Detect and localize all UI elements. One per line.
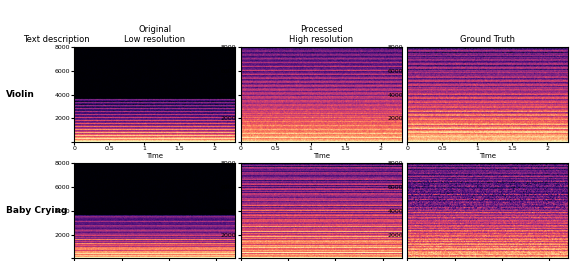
Text: Ground Truth: Ground Truth	[460, 35, 515, 44]
Text: Baby Crying: Baby Crying	[6, 206, 67, 215]
X-axis label: Time: Time	[313, 153, 329, 159]
Y-axis label: Hz: Hz	[215, 208, 224, 214]
Text: Violin: Violin	[6, 90, 35, 99]
X-axis label: Time: Time	[479, 153, 496, 159]
Text: Original
Low resolution: Original Low resolution	[124, 25, 185, 44]
Text: Text description: Text description	[23, 35, 90, 44]
Y-axis label: Hz: Hz	[215, 92, 224, 98]
X-axis label: Time: Time	[146, 153, 163, 159]
Text: Processed
High resolution: Processed High resolution	[289, 25, 353, 44]
